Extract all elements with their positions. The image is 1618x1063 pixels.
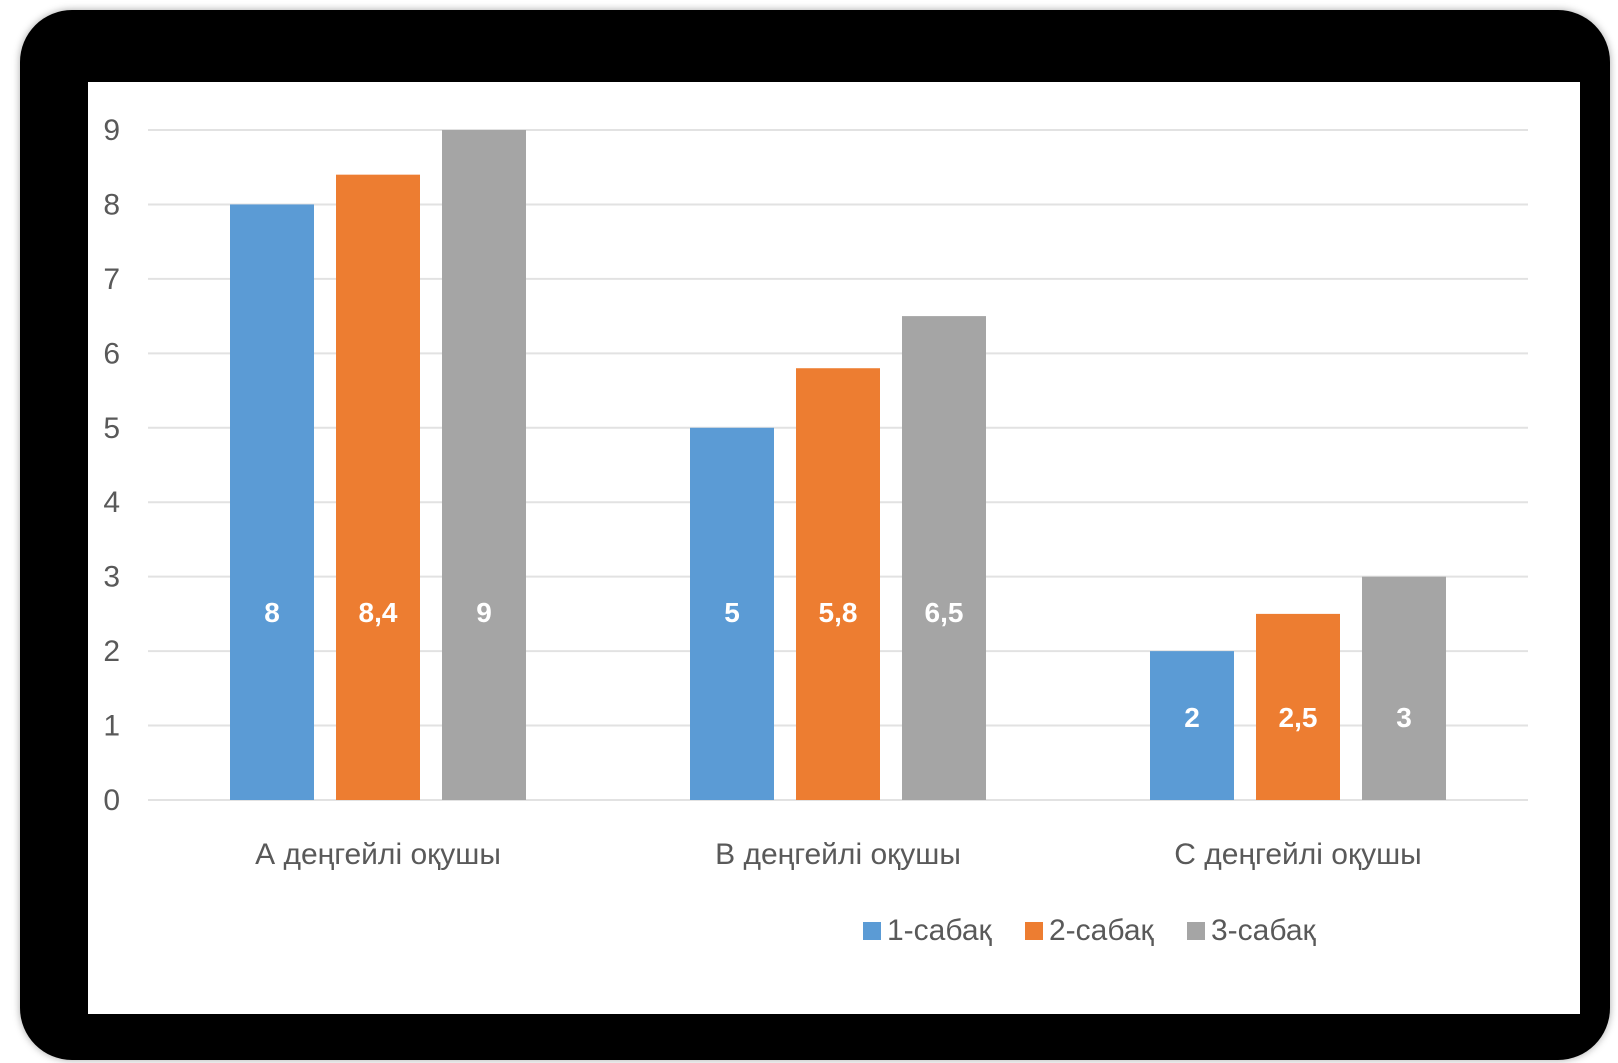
y-tick-label: 8 xyxy=(103,188,120,221)
data-label: 3 xyxy=(1396,702,1412,733)
bar-1-3 xyxy=(1150,651,1234,800)
legend-swatch xyxy=(1187,922,1205,940)
category-label: С деңгейлі оқушы xyxy=(1174,838,1421,871)
y-tick-label: 6 xyxy=(103,337,120,370)
bar-chart: 0 1 2 3 4 5 6 7 8 9 8 8,4 9 5 5,8 6,5 2 2,5 3 А деңгейлі … xyxy=(103,114,1528,947)
y-axis-ticks: 0 1 2 3 4 5 6 7 8 9 xyxy=(103,114,120,817)
legend-label: 1-сабақ xyxy=(887,914,993,947)
y-tick-label: 4 xyxy=(103,486,120,519)
y-tick-label: 5 xyxy=(103,412,120,445)
bar-2-2 xyxy=(796,368,880,800)
category-label: В деңгейлі оқушы xyxy=(715,838,961,871)
bar-2-3 xyxy=(1256,613,1340,800)
bar-1-1 xyxy=(230,204,314,800)
y-tick-label: 0 xyxy=(103,784,120,817)
data-label: 2,5 xyxy=(1279,702,1318,733)
legend-item: 3-сабақ xyxy=(1187,914,1317,947)
chart-panel: 0 1 2 3 4 5 6 7 8 9 8 8,4 9 5 5,8 6,5 2 2,5 3 А деңгейлі … xyxy=(88,82,1580,1014)
legend-item: 2-сабақ xyxy=(1025,914,1155,947)
legend-swatch xyxy=(863,922,881,940)
bar-2-1 xyxy=(336,174,420,801)
data-label: 5 xyxy=(724,597,740,628)
device-frame: 0 1 2 3 4 5 6 7 8 9 8 8,4 9 5 5,8 6,5 2 2,5 3 А деңгейлі … xyxy=(20,10,1610,1060)
legend-label: 3-сабақ xyxy=(1211,914,1317,947)
data-label: 6,5 xyxy=(925,597,964,628)
y-tick-label: 1 xyxy=(103,710,120,743)
bar-3-2 xyxy=(902,316,986,800)
category-label: А деңгейлі оқушы xyxy=(255,838,501,871)
data-label: 9 xyxy=(476,597,492,628)
legend-item: 1-сабақ xyxy=(863,914,993,947)
x-axis-categories: А деңгейлі оқушы В деңгейлі оқушы С деңгей… xyxy=(255,838,1422,871)
legend: 1-сабақ 2-сабақ 3-сабақ xyxy=(863,914,1317,947)
bars xyxy=(230,130,1446,801)
data-labels: 8 8,4 9 5 5,8 6,5 2 2,5 3 xyxy=(264,597,1412,733)
bar-1-2 xyxy=(690,427,774,800)
data-label: 5,8 xyxy=(819,597,858,628)
y-tick-label: 2 xyxy=(103,635,120,668)
bar-3-1 xyxy=(442,130,526,800)
bar-3-3 xyxy=(1362,576,1446,800)
y-tick-label: 9 xyxy=(103,114,120,147)
data-label: 8 xyxy=(264,597,280,628)
legend-label: 2-сабақ xyxy=(1049,914,1155,947)
data-label: 2 xyxy=(1184,702,1200,733)
y-tick-label: 7 xyxy=(103,263,120,296)
data-label: 8,4 xyxy=(359,597,398,628)
y-tick-label: 3 xyxy=(103,561,120,594)
legend-swatch xyxy=(1025,922,1043,940)
